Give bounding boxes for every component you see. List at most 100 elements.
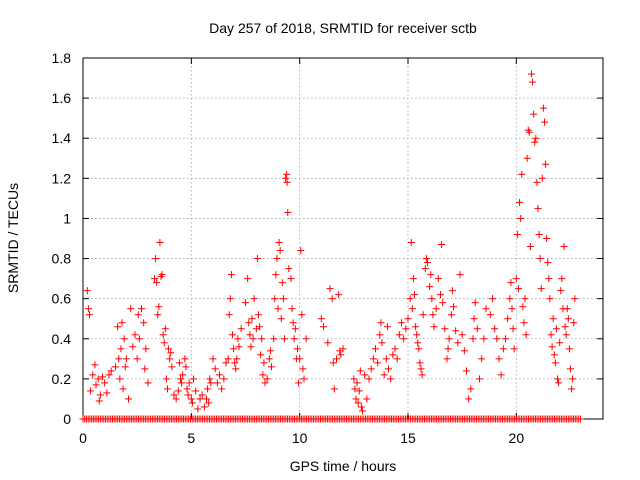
data-point — [542, 160, 550, 168]
data-point — [460, 347, 468, 355]
data-point — [258, 335, 266, 343]
data-point — [508, 305, 516, 313]
data-point — [283, 170, 291, 178]
y-tick-label: 1.8 — [52, 50, 72, 66]
data-point — [339, 345, 347, 353]
data-point — [406, 295, 414, 303]
data-point — [216, 371, 223, 379]
data-point — [438, 241, 446, 249]
data-point — [127, 305, 135, 313]
data-point — [89, 371, 97, 379]
data-point — [426, 283, 434, 291]
y-tick-label: 0 — [63, 411, 71, 427]
data-point — [515, 285, 522, 293]
data-point — [103, 389, 111, 397]
data-point — [430, 323, 438, 331]
data-point — [518, 170, 526, 178]
data-point — [416, 359, 424, 367]
y-tick-label: 0.2 — [52, 371, 72, 387]
data-point — [95, 397, 103, 405]
data-point — [242, 299, 249, 307]
data-point — [528, 70, 535, 78]
data-point — [560, 243, 568, 251]
data-point — [445, 335, 453, 343]
data-point — [550, 351, 558, 359]
data-point — [554, 375, 561, 383]
data-point — [352, 395, 360, 403]
data-point — [234, 335, 242, 343]
data-point — [101, 379, 109, 387]
data-point — [119, 385, 127, 393]
data-point — [206, 375, 214, 383]
data-point — [536, 255, 544, 263]
data-point — [155, 303, 163, 311]
data-point — [112, 363, 119, 371]
data-point — [213, 379, 221, 387]
x-tick-label: 20 — [509, 430, 525, 446]
data-point — [299, 365, 307, 373]
data-point — [465, 395, 473, 403]
data-point — [463, 367, 470, 375]
data-point — [504, 315, 512, 323]
data-point — [326, 285, 334, 293]
data-point — [523, 154, 531, 162]
data-point — [203, 395, 210, 403]
data-point — [418, 371, 426, 379]
data-point — [412, 323, 420, 331]
data-point — [324, 339, 332, 347]
y-axis-label: SRMTID / TECUs — [5, 183, 21, 293]
data-point — [546, 295, 554, 303]
data-point — [482, 305, 490, 313]
data-point — [231, 359, 239, 367]
data-point — [133, 355, 141, 363]
data-point — [533, 178, 541, 186]
data-point — [357, 403, 365, 411]
data-point — [134, 311, 142, 319]
data-point — [408, 305, 416, 313]
data-point — [125, 395, 132, 403]
data-point — [284, 208, 292, 216]
data-point — [470, 315, 478, 323]
data-point — [162, 375, 170, 383]
data-point — [279, 295, 287, 303]
data-point — [218, 385, 226, 393]
data-point — [233, 355, 241, 363]
data-point — [94, 375, 102, 383]
data-point — [194, 405, 202, 413]
data-point — [521, 295, 529, 303]
data-point — [437, 291, 444, 299]
data-point — [398, 319, 405, 327]
data-point — [192, 387, 200, 395]
tick-labels: 0 0.2 0.4 0.6 0.8 1 1.2 1.4 1.6 1.8 0 5 10 15 20 — [52, 50, 525, 446]
data-point — [471, 299, 479, 307]
data-point — [424, 259, 431, 267]
data-point — [432, 305, 440, 313]
data-point — [250, 295, 258, 303]
data-point — [547, 331, 555, 339]
data-point — [158, 271, 166, 279]
data-point — [153, 279, 161, 287]
data-points — [79, 70, 584, 423]
data-point — [167, 349, 175, 357]
data-point — [159, 331, 167, 339]
data-point — [138, 305, 145, 313]
data-point — [535, 230, 543, 238]
data-point — [229, 331, 236, 339]
data-point — [257, 351, 265, 359]
data-point — [196, 395, 204, 403]
data-point — [333, 355, 340, 363]
data-point — [489, 295, 496, 303]
data-point — [154, 311, 162, 319]
y-tick-label: 1.4 — [52, 130, 72, 146]
data-point — [248, 315, 256, 323]
data-point — [556, 339, 564, 347]
data-point — [263, 375, 271, 383]
data-point — [365, 375, 373, 383]
data-point — [400, 335, 408, 343]
data-point — [417, 365, 425, 373]
data-point — [244, 275, 252, 283]
data-point — [565, 345, 573, 353]
data-point — [211, 365, 219, 373]
x-tick-label: 15 — [400, 430, 416, 446]
